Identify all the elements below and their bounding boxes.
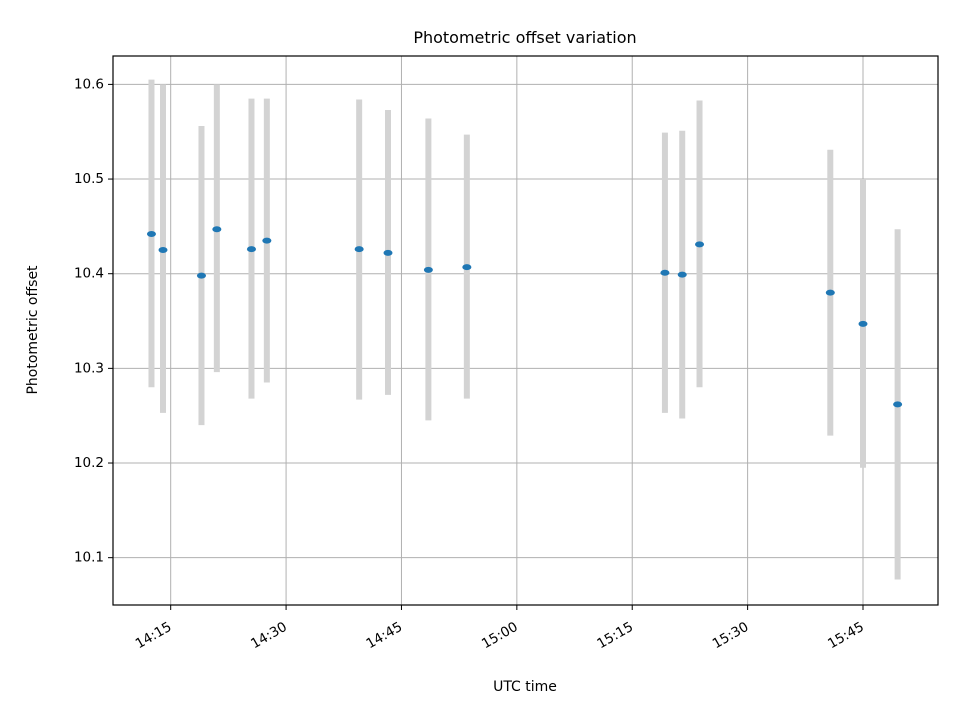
data-point: [825, 289, 835, 296]
y-tick-label: 10.1: [74, 550, 104, 566]
y-tick-label: 10.4: [74, 266, 104, 282]
y-axis-ticks: 10.1 10.2 10.3 10.4 10.5 10.6: [74, 76, 113, 566]
data-point: [423, 266, 433, 273]
data-point: [262, 237, 272, 244]
x-axis-label: UTC time: [493, 679, 557, 695]
plot-area-frame: [112, 55, 939, 606]
data-point: [158, 247, 168, 254]
data-point: [695, 241, 705, 248]
data-point: [146, 230, 156, 237]
data-point: [858, 320, 868, 327]
data-point: [383, 249, 393, 256]
data-point: [660, 269, 670, 276]
data-point: [196, 272, 206, 279]
data-point: [677, 271, 687, 278]
y-tick-label: 10.2: [74, 455, 104, 471]
data-point: [354, 246, 364, 253]
y-tick-label: 10.6: [74, 76, 104, 92]
y-tick-label: 10.5: [74, 171, 104, 187]
data-point: [893, 401, 903, 408]
data-point: [212, 226, 222, 233]
data-points: [146, 226, 903, 408]
data-point: [462, 264, 472, 271]
y-axis-label: Photometric offset: [25, 265, 41, 395]
data-point: [246, 246, 256, 253]
y-tick-label: 10.3: [74, 360, 104, 376]
chart-title: Photometric offset variation: [413, 28, 636, 47]
